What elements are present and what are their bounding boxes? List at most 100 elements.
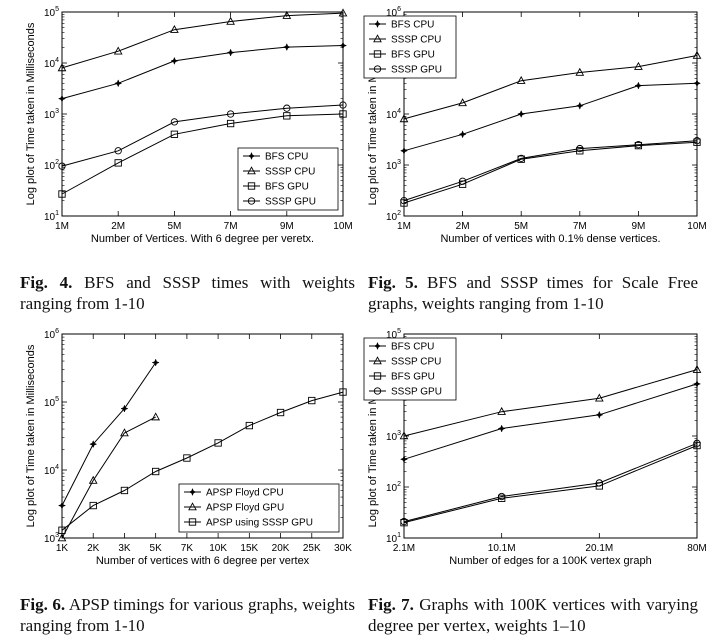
legend-label: BFS GPU <box>265 182 309 193</box>
data-point <box>338 8 348 17</box>
data-point <box>339 388 347 396</box>
data-point <box>634 81 643 90</box>
fig7-caption: Fig. 7. Graphs with 100K vertices with v… <box>368 594 698 636</box>
y-tick-exponent: 3 <box>55 108 59 115</box>
x-tick-label: 9M <box>631 221 645 232</box>
data-point <box>692 50 702 59</box>
series-line <box>403 140 698 202</box>
legend-label: SSSP GPU <box>391 387 442 398</box>
y-tick-exponent: 2 <box>55 159 59 166</box>
legend-label: APSP Floyd CPU <box>206 488 284 499</box>
fig7-caption-label: Fig. 7. <box>368 595 414 614</box>
data-point <box>339 101 347 109</box>
legend-marker <box>247 151 256 161</box>
data-point <box>89 440 98 449</box>
data-point <box>576 144 584 153</box>
data-point <box>58 190 66 198</box>
series-line <box>61 113 344 195</box>
legend-label: BFS GPU <box>391 372 435 383</box>
legend-marker <box>247 166 256 175</box>
fig7-caption-text: Graphs with 100K vertices with varying d… <box>368 595 698 635</box>
data-point <box>692 364 702 373</box>
x-tick-label: 2K <box>87 543 100 554</box>
y-tick-label: 105 <box>44 396 59 409</box>
data-point <box>114 159 122 167</box>
fig6-caption: Fig. 6. APSP timings for various graphs,… <box>20 594 355 636</box>
legend-label: SSSP CPU <box>391 35 441 46</box>
legend-marker <box>373 372 382 380</box>
series-line <box>61 12 344 69</box>
y-tick-exponent: 1 <box>55 210 59 217</box>
data-point <box>170 24 179 33</box>
data-point <box>57 63 67 72</box>
data-point <box>497 424 506 433</box>
legend-label: BFS CPU <box>391 20 434 31</box>
legend-marker <box>373 34 382 43</box>
data-point <box>214 439 222 447</box>
series-sssp-gpu <box>58 101 347 170</box>
y-tick-exponent: 4 <box>55 464 59 471</box>
series-bfs-gpu <box>58 110 347 198</box>
data-point <box>458 98 467 107</box>
legend-label: BFS GPU <box>391 50 435 61</box>
y-tick-label: 103 <box>44 108 59 121</box>
y-tick-exponent: 6 <box>397 6 401 13</box>
data-point <box>595 410 604 419</box>
data-point <box>57 94 67 103</box>
data-point <box>399 114 409 123</box>
series-line <box>403 445 698 524</box>
series-apsp-floyd-gpu <box>57 412 161 542</box>
x-tick-label: 2M <box>456 221 470 232</box>
x-tick-label: 1K <box>56 543 69 554</box>
series-line <box>403 369 698 437</box>
legend-marker <box>188 502 197 511</box>
data-point <box>497 406 507 415</box>
x-tick-label: 5M <box>514 221 528 232</box>
data-point <box>114 79 123 88</box>
data-point <box>692 379 702 388</box>
data-point <box>152 467 160 476</box>
x-tick-label: 5K <box>150 543 163 554</box>
x-tick-label: 5M <box>167 221 181 232</box>
series-sssp-gpu <box>400 439 701 526</box>
x-tick-label: 25K <box>303 543 321 554</box>
data-point <box>226 16 235 25</box>
data-point <box>400 199 408 207</box>
series-apsp-floyd-cpu <box>57 358 160 510</box>
data-point <box>57 501 67 510</box>
x-tick-label: 3K <box>118 543 131 554</box>
data-point <box>458 130 467 139</box>
data-point <box>693 439 701 447</box>
x-tick-label: 10K <box>209 543 227 554</box>
data-point <box>692 79 702 88</box>
data-point <box>458 177 467 185</box>
x-axis-label: Number of Vertices. With 6 degree per ve… <box>91 233 314 245</box>
data-point <box>517 109 526 119</box>
legend-label: APSP using SSSP GPU <box>206 518 313 529</box>
y-tick-label: 103 <box>386 159 401 172</box>
data-point <box>399 455 409 464</box>
series-line <box>403 55 698 120</box>
legend-marker <box>247 182 256 190</box>
data-point <box>575 101 584 110</box>
series-bfs-gpu <box>400 441 701 527</box>
x-tick-label: 10M <box>333 221 352 232</box>
y-axis-label: Log plot of Time taken in Milliseconds <box>25 344 37 527</box>
data-point <box>399 146 409 155</box>
legend-marker <box>188 487 197 497</box>
y-tick-exponent: 5 <box>55 396 59 403</box>
plot-frame <box>61 333 344 539</box>
data-point <box>634 61 643 70</box>
data-point <box>283 104 291 112</box>
data-point <box>120 404 129 413</box>
data-point <box>308 396 316 405</box>
legend-label: BFS CPU <box>265 152 308 163</box>
x-tick-label: 80M <box>687 543 706 554</box>
data-point <box>498 494 506 502</box>
data-point <box>576 147 584 155</box>
data-point <box>399 431 409 440</box>
series-line <box>61 45 344 100</box>
data-point <box>245 421 253 430</box>
